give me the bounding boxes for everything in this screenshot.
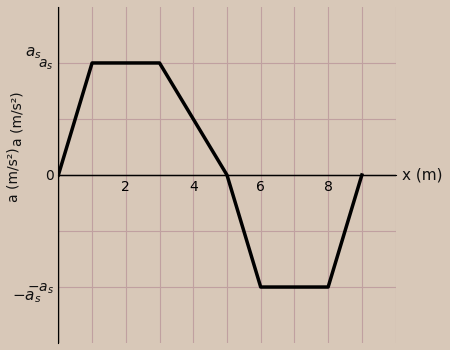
Text: a (m/s²): a (m/s²) [11, 92, 25, 146]
Text: $-a_s$: $-a_s$ [12, 289, 41, 305]
Text: $a_s$: $a_s$ [25, 45, 41, 61]
Y-axis label: a (m/s²): a (m/s²) [7, 148, 21, 202]
Text: x (m): x (m) [402, 168, 443, 182]
